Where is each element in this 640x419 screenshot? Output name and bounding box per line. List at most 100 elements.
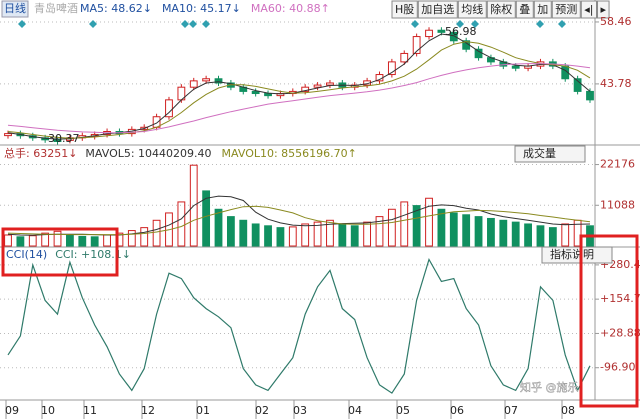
volume-bar bbox=[127, 230, 136, 247]
volume-bar bbox=[90, 236, 99, 247]
volume-bar bbox=[400, 201, 409, 247]
volume-bar bbox=[177, 201, 186, 247]
panel-button-label: 指标说明 bbox=[550, 247, 594, 261]
candle bbox=[474, 48, 483, 59]
period: 日线 bbox=[4, 1, 26, 15]
volume-bar bbox=[425, 197, 433, 247]
volume-bar bbox=[66, 234, 74, 247]
panel-button[interactable] bbox=[541, 246, 613, 264]
series-line bbox=[7, 63, 591, 134]
toolbar-button[interactable] bbox=[597, 0, 610, 19]
period-box[interactable] bbox=[1, 0, 29, 18]
candle bbox=[251, 90, 260, 95]
toolbar-button[interactable] bbox=[417, 0, 458, 19]
toolbar-button[interactable] bbox=[533, 0, 552, 19]
event-marker bbox=[89, 20, 97, 28]
volume-bar bbox=[561, 223, 570, 247]
event-marker bbox=[471, 20, 479, 28]
series-line bbox=[7, 33, 591, 140]
candle bbox=[326, 82, 334, 86]
y-tick-label: +28.88 bbox=[600, 326, 640, 339]
legend-entry: MAVOL10: 8556196.70↑ bbox=[222, 147, 357, 160]
legend-entry: MA10: 45.17↓ bbox=[162, 2, 241, 15]
candle bbox=[264, 93, 272, 97]
legend-entry: CCI: +108.1↓ bbox=[55, 248, 131, 261]
series-line bbox=[7, 205, 591, 236]
x-tick-label: 10 bbox=[41, 404, 55, 417]
candle bbox=[313, 84, 322, 88]
y-tick-label: 58.46 bbox=[600, 15, 632, 28]
highlight-box bbox=[1, 227, 119, 277]
candle bbox=[586, 90, 594, 101]
x-tick-label: 12 bbox=[141, 404, 155, 417]
toolbar-label: H股 bbox=[395, 3, 414, 16]
x-tick-label: 02 bbox=[255, 404, 269, 417]
toolbar-button[interactable] bbox=[391, 0, 418, 19]
candle bbox=[165, 99, 173, 118]
candle bbox=[425, 29, 433, 38]
candle bbox=[437, 29, 446, 33]
candle bbox=[4, 133, 12, 137]
event-marker bbox=[456, 20, 464, 28]
series-line bbox=[7, 257, 591, 394]
watermark: 知乎 @施乐 bbox=[520, 380, 579, 394]
candle bbox=[387, 61, 396, 76]
volume-bar bbox=[41, 232, 50, 247]
stock-name: 青岛啤酒 bbox=[34, 1, 78, 15]
x-tick-label: 08 bbox=[561, 404, 575, 417]
volume-bar bbox=[226, 216, 235, 247]
toolbar-button[interactable] bbox=[551, 0, 581, 19]
event-marker bbox=[18, 20, 26, 28]
price-annotation: 56.98 bbox=[445, 25, 477, 38]
volume-bar bbox=[313, 221, 322, 247]
volume-bar bbox=[189, 164, 198, 247]
candle bbox=[301, 86, 310, 92]
volume-bar bbox=[449, 212, 458, 247]
toolbar-label: 加 bbox=[537, 3, 548, 16]
candle bbox=[573, 78, 582, 92]
volume-bar bbox=[16, 236, 25, 247]
volume-bar bbox=[251, 223, 260, 247]
volume-bar bbox=[326, 219, 334, 247]
volume-bar bbox=[264, 225, 272, 247]
volume-bar bbox=[375, 216, 384, 247]
volume-bar bbox=[363, 221, 372, 247]
volume-bar bbox=[202, 190, 211, 247]
toolbar-button[interactable] bbox=[457, 0, 487, 19]
y-tick-label: 22176 bbox=[600, 158, 635, 171]
toolbar-button[interactable] bbox=[486, 0, 516, 19]
y-tick-label: 43.78 bbox=[600, 77, 632, 90]
volume-bar bbox=[140, 227, 149, 247]
event-marker bbox=[411, 20, 419, 28]
volume-bar bbox=[499, 219, 508, 247]
y-tick-label: -96.90 bbox=[600, 361, 635, 374]
volume-bar bbox=[437, 208, 446, 247]
volume-bar bbox=[53, 230, 62, 247]
candle bbox=[214, 78, 223, 84]
panel-title: CCI(14) bbox=[6, 248, 47, 261]
event-marker bbox=[189, 20, 197, 28]
event-marker bbox=[202, 20, 210, 28]
legend-entry: MAVOL5: 10440209.40 bbox=[85, 147, 211, 160]
volume-bar bbox=[78, 235, 87, 247]
event-marker bbox=[181, 20, 189, 28]
panel-button[interactable] bbox=[514, 145, 586, 163]
volume-bar bbox=[4, 234, 12, 247]
toolbar-label: 加自选 bbox=[421, 3, 454, 16]
volume-bar bbox=[152, 219, 161, 247]
toolbar-label: ▸ bbox=[601, 3, 607, 16]
toolbar-label: 预测 bbox=[555, 3, 577, 16]
x-tick-label: 01 bbox=[196, 404, 210, 417]
event-marker bbox=[536, 20, 544, 28]
candle bbox=[400, 52, 409, 63]
volume-bar bbox=[288, 226, 297, 247]
price-annotation: 30.37 bbox=[48, 132, 80, 145]
volume-bar bbox=[165, 212, 173, 247]
x-tick-label: 06 bbox=[450, 404, 464, 417]
x-tick-label: 07 bbox=[504, 404, 518, 417]
toolbar-button[interactable] bbox=[580, 0, 598, 19]
volume-bar bbox=[548, 227, 557, 247]
toolbar-button[interactable] bbox=[515, 0, 534, 19]
